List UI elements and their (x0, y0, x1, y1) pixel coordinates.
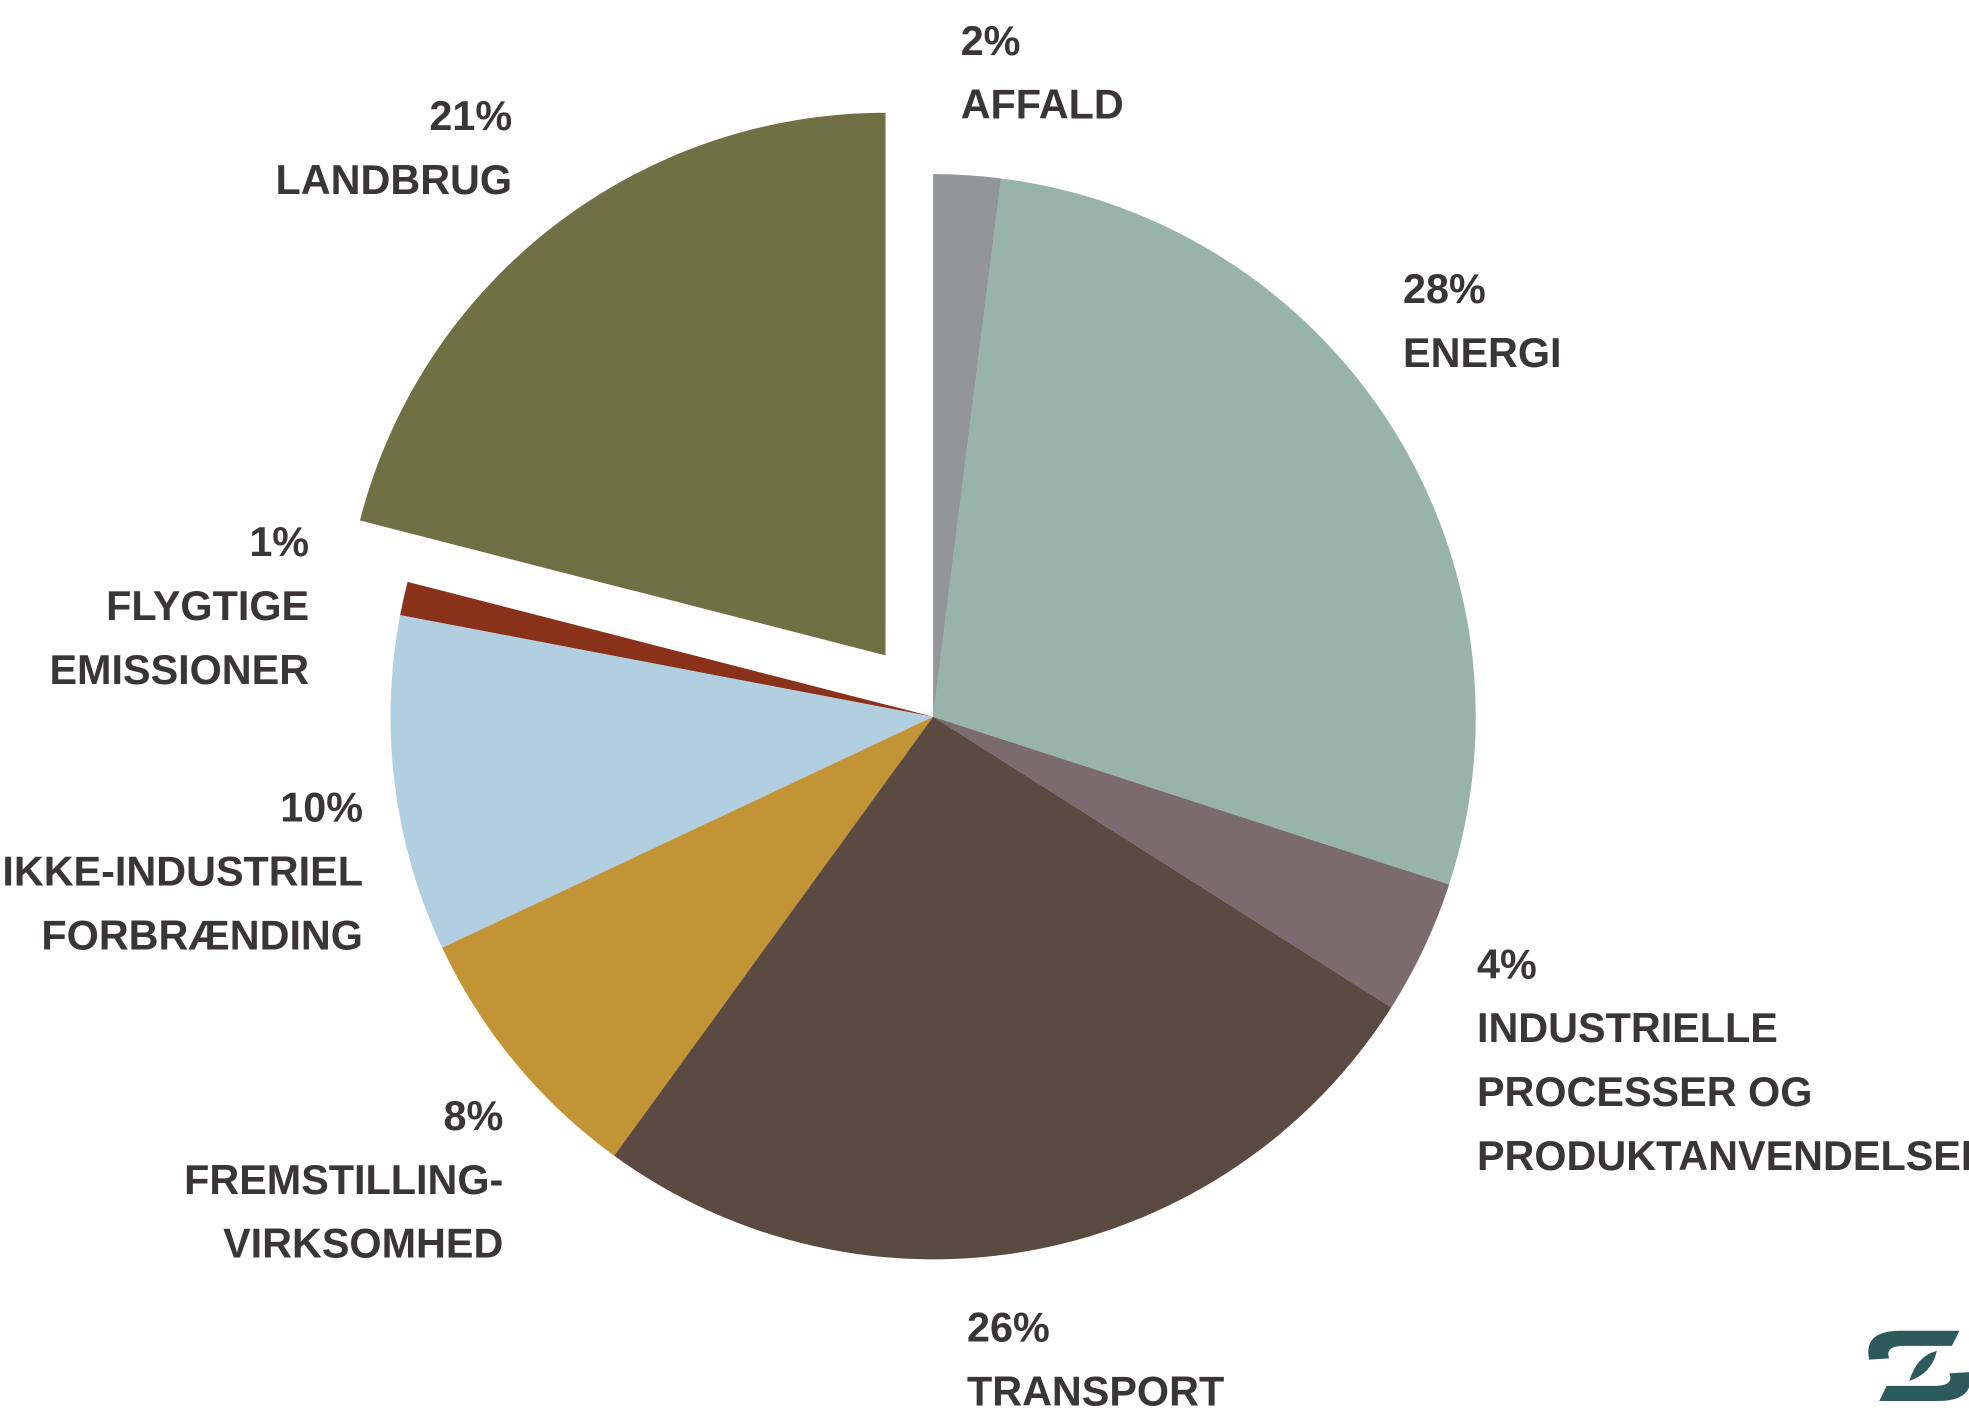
pie-slice (442, 716, 934, 1156)
value-label: 10% (280, 785, 363, 831)
value-label: 26% (967, 1305, 1050, 1351)
category-label: TRANSPORT (967, 1369, 1224, 1415)
value-label: 4% (1477, 941, 1537, 987)
value-label: 1% (249, 519, 309, 565)
category-label: IKKE-INDUSTRIEL (2, 849, 363, 895)
category-label: ENERGI (1403, 330, 1562, 376)
pie-slice (359, 112, 886, 656)
pie-slice (614, 716, 1392, 1260)
value-label: 2% (961, 18, 1021, 64)
logo (1868, 1330, 1969, 1401)
pie-slice (933, 178, 1476, 885)
category-label: FLYGTIGE (106, 583, 309, 629)
category-label: LANDBRUG (276, 157, 513, 203)
value-label: 8% (444, 1093, 504, 1139)
category-label: AFFALD (961, 82, 1124, 128)
value-label: 28% (1403, 266, 1486, 312)
pie-slice (933, 174, 1002, 717)
pie-slice (400, 581, 934, 717)
category-label: FORBRÆNDING (41, 912, 363, 958)
category-label: VIRKSOMHED (223, 1221, 503, 1267)
category-label: EMISSIONER (49, 647, 309, 693)
pie-slice (933, 716, 1450, 1008)
category-label: PROCESSER OG (1477, 1069, 1812, 1115)
pie-slice (390, 615, 934, 948)
category-label: INDUSTRIELLE (1477, 1005, 1778, 1051)
category-label: PRODUKTANVENDELSER (1477, 1133, 1969, 1179)
category-label: FREMSTILLING- (184, 1157, 503, 1203)
value-label: 21% (429, 93, 512, 139)
